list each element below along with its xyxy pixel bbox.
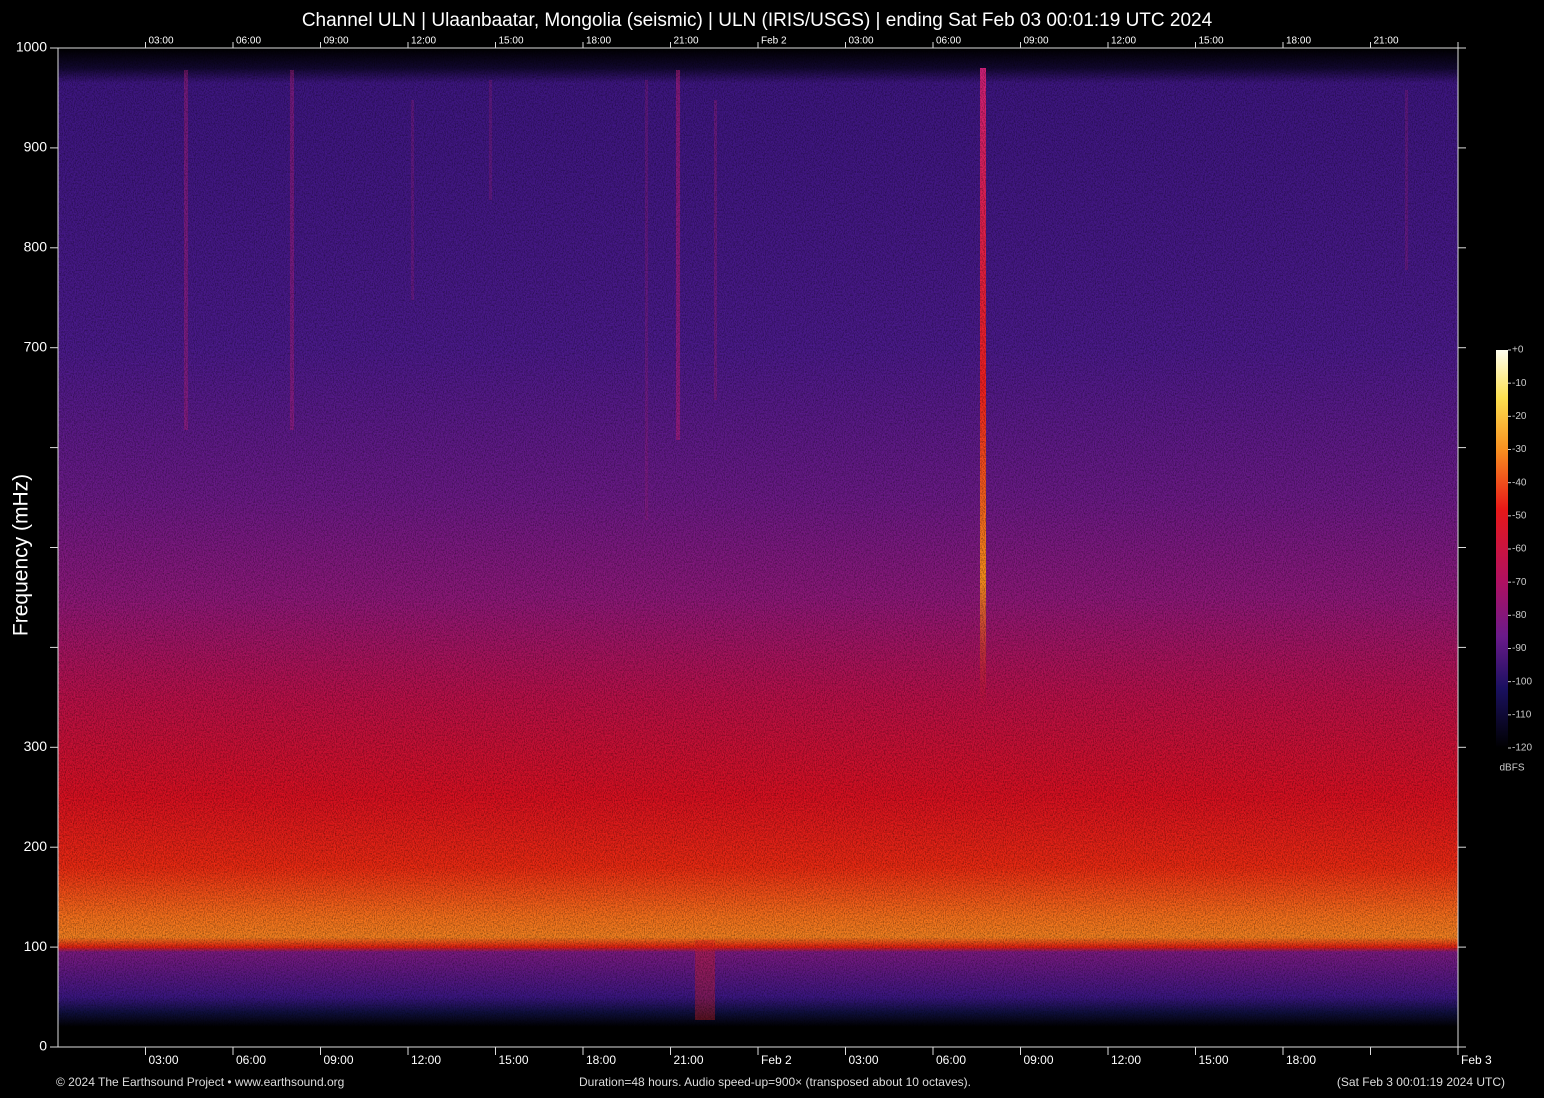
x-tick-label-top: 12:00 bbox=[411, 36, 436, 47]
colorbar bbox=[1496, 350, 1508, 748]
footer-left: © 2024 The Earthsound Project • www.eart… bbox=[56, 1075, 344, 1089]
x-tick-label: Feb 3 bbox=[1461, 1053, 1492, 1067]
y-tick-label: 0 bbox=[39, 1038, 47, 1054]
spectrogram bbox=[58, 48, 1458, 1047]
x-tick-label-top: Feb 2 bbox=[761, 36, 787, 47]
footer-right: (Sat Feb 3 00:01:19 2024 UTC) bbox=[1337, 1075, 1505, 1089]
x-tick-label: 15:00 bbox=[499, 1053, 529, 1067]
x-tick-label-top: 15:00 bbox=[1199, 36, 1224, 47]
x-tick-label-top: 21:00 bbox=[1374, 36, 1399, 47]
x-tick-label-top: 18:00 bbox=[586, 36, 611, 47]
y-tick-label: 1000 bbox=[16, 39, 47, 55]
x-tick-label-top: 18:00 bbox=[1286, 36, 1311, 47]
x-tick-label: 18:00 bbox=[586, 1053, 616, 1067]
colorbar-tick-label: -90 bbox=[1512, 643, 1527, 654]
x-tick-label-top: 09:00 bbox=[324, 36, 349, 47]
x-tick-label-top: 15:00 bbox=[499, 36, 524, 47]
chart-title: Channel ULN | Ulaanbaatar, Mongolia (sei… bbox=[302, 10, 1213, 31]
x-tick-label: 03:00 bbox=[149, 1053, 179, 1067]
x-tick-label: 12:00 bbox=[411, 1053, 441, 1067]
x-tick-label: 12:00 bbox=[1111, 1053, 1141, 1067]
colorbar-tick-label: +0 bbox=[1512, 345, 1524, 356]
x-tick-label: 21:00 bbox=[674, 1053, 704, 1067]
x-tick-label-top: 03:00 bbox=[149, 36, 174, 47]
y-tick-label: 900 bbox=[24, 139, 48, 155]
colorbar-tick-label: -120 bbox=[1512, 743, 1532, 754]
x-tick-label: Feb 2 bbox=[761, 1053, 792, 1067]
colorbar-label: dBFS bbox=[1499, 763, 1524, 774]
footer-center: Duration=48 hours. Audio speed-up=900× (… bbox=[579, 1075, 971, 1089]
x-tick-label: 06:00 bbox=[936, 1053, 966, 1067]
x-tick-label: 06:00 bbox=[236, 1053, 266, 1067]
colorbar-tick-label: -50 bbox=[1512, 510, 1527, 521]
spectrogram-texture bbox=[58, 48, 1458, 1047]
colorbar-tick-label: -20 bbox=[1512, 411, 1527, 422]
x-tick-label-top: 06:00 bbox=[936, 36, 961, 47]
colorbar-tick-label: -100 bbox=[1512, 676, 1532, 687]
x-tick-label-top: 21:00 bbox=[674, 36, 699, 47]
y-tick-label: 100 bbox=[24, 938, 48, 954]
x-tick-label-top: 03:00 bbox=[849, 36, 874, 47]
x-tick-label: 09:00 bbox=[324, 1053, 354, 1067]
colorbar-tick-label: -110 bbox=[1512, 709, 1532, 720]
x-tick-label-top: 09:00 bbox=[1024, 36, 1049, 47]
y-tick-label: 800 bbox=[24, 239, 48, 255]
colorbar-tick-label: -30 bbox=[1512, 444, 1527, 455]
colorbar-tick-label: -80 bbox=[1512, 610, 1527, 621]
colorbar-tick-label: -10 bbox=[1512, 378, 1527, 389]
colorbar-tick-label: -40 bbox=[1512, 477, 1527, 488]
y-axis-label: Frequency (mHz) bbox=[10, 474, 33, 636]
x-tick-label-top: 12:00 bbox=[1111, 36, 1136, 47]
y-tick-label: 700 bbox=[24, 338, 48, 354]
y-tick-label: 200 bbox=[24, 838, 48, 854]
x-tick-label: 18:00 bbox=[1286, 1053, 1316, 1067]
x-tick-label-top: 06:00 bbox=[236, 36, 261, 47]
colorbar-tick-label: -60 bbox=[1512, 544, 1527, 555]
x-tick-label: 03:00 bbox=[849, 1053, 879, 1067]
x-tick-label: 15:00 bbox=[1199, 1053, 1229, 1067]
y-tick-label: 300 bbox=[24, 738, 48, 754]
colorbar-tick-label: -70 bbox=[1512, 577, 1527, 588]
x-tick-label: 09:00 bbox=[1024, 1053, 1054, 1067]
